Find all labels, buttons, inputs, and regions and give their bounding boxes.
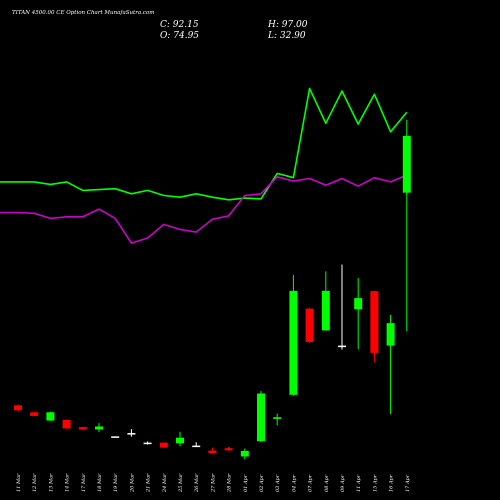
candle-body <box>370 291 379 353</box>
candle-24 <box>402 119 411 332</box>
x-tick-label: 07 Apr <box>308 474 314 492</box>
candle-13 <box>224 446 233 451</box>
candle-10 <box>176 431 184 447</box>
candle-17 <box>289 275 298 396</box>
x-tick-label: 24 Mar <box>162 473 168 493</box>
candle-12 <box>208 447 217 454</box>
candle-4 <box>78 426 87 431</box>
x-tick-label: 15 Apr <box>372 474 378 492</box>
candle-body <box>240 450 249 457</box>
candle-body <box>127 433 136 435</box>
candle-body <box>289 290 298 395</box>
candle-body <box>338 345 346 348</box>
open-label: O: 74.95 <box>160 31 199 41</box>
candle-1 <box>30 411 39 417</box>
x-tick-label: 11 Apr <box>356 474 362 492</box>
candle-body <box>14 405 22 411</box>
candle-7 <box>127 429 136 437</box>
candle-body <box>95 426 103 430</box>
x-tick-label: 08 Apr <box>324 474 330 492</box>
candle-23 <box>386 314 395 414</box>
candle-body <box>176 437 184 444</box>
x-tick-label: 27 Mar <box>210 473 216 493</box>
candle-body <box>257 393 265 442</box>
candle-body <box>402 135 411 193</box>
candle-body <box>224 448 233 451</box>
overlay-line-2 <box>0 174 408 244</box>
x-tick-label: 16 Apr <box>389 474 395 492</box>
low-label: L: 32.90 <box>267 31 306 41</box>
candle-body <box>354 298 363 310</box>
chart-title: TITAN 4500.00 CE Option Chart MunafaSutr… <box>12 10 155 16</box>
x-tick-label: 28 Mar <box>227 473 233 493</box>
candle-18 <box>305 307 314 343</box>
candle-body <box>46 412 55 421</box>
candle-14 <box>240 448 249 460</box>
candle-11 <box>192 442 201 448</box>
candle-body <box>273 417 282 419</box>
candle-2 <box>46 411 55 421</box>
x-tick-label: 18 Mar <box>97 473 103 492</box>
x-tick-label: 19 Mar <box>113 473 119 492</box>
x-tick-label: 04 Apr <box>291 474 297 492</box>
x-tick-label: 13 Mar <box>48 473 54 492</box>
x-tick-label: 01 Apr <box>243 474 249 492</box>
candle-8 <box>143 441 152 445</box>
x-tick-label: 14 Mar <box>65 473 71 492</box>
x-tick-label: 02 Apr <box>259 474 265 492</box>
candle-19 <box>321 271 330 331</box>
x-tick-label: 26 Mar <box>194 473 200 493</box>
candle-15 <box>257 390 265 442</box>
x-tick-label: 03 Apr <box>275 474 281 492</box>
overlay-line-1 <box>0 87 408 201</box>
x-tick-label: 11 Mar <box>16 473 22 492</box>
candle-body <box>159 442 168 448</box>
candles <box>14 119 411 460</box>
high-label: H: 97.00 <box>267 20 308 30</box>
candle-22 <box>370 290 379 363</box>
candle-16 <box>273 413 282 426</box>
x-tick-label: 17 Mar <box>81 473 87 492</box>
x-tick-label: 20 Mar <box>129 473 135 493</box>
candle-6 <box>111 436 120 438</box>
candle-body <box>111 436 120 438</box>
candle-body <box>192 445 201 448</box>
candle-body <box>305 308 314 342</box>
candle-21 <box>354 277 363 350</box>
x-tick-label: 17 Apr <box>405 474 411 492</box>
candle-body <box>143 442 152 445</box>
candle-5 <box>95 423 103 433</box>
candle-body <box>30 412 39 416</box>
x-tick-label: 21 Mar <box>146 473 152 493</box>
candle-0 <box>14 404 22 412</box>
x-tick-label: 12 Mar <box>32 473 38 492</box>
candle-3 <box>62 419 71 429</box>
overlay-lines <box>0 87 408 244</box>
close-label: C: 92.15 <box>160 20 199 30</box>
candle-body <box>78 427 87 430</box>
x-tick-label: 25 Mar <box>178 473 184 493</box>
x-axis-ticks: 11 Mar 12 Mar 13 Mar 14 Mar 17 Mar 18 Mar 19 M… <box>16 473 411 493</box>
candle-body <box>62 419 71 429</box>
candle-body <box>386 323 395 346</box>
candle-body <box>208 450 217 454</box>
candle-9 <box>159 442 168 448</box>
candle-body <box>321 290 330 331</box>
x-tick-label: 09 Apr <box>340 474 346 492</box>
candle-20 <box>338 264 346 350</box>
